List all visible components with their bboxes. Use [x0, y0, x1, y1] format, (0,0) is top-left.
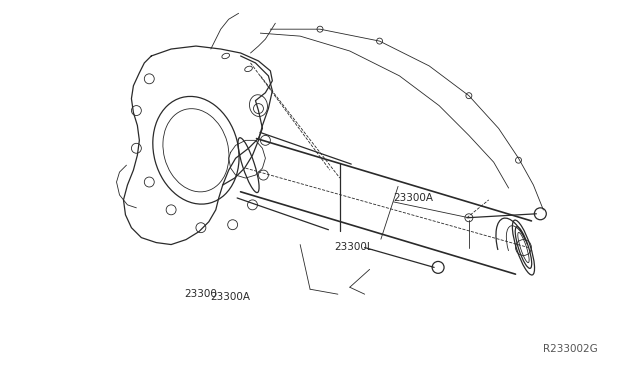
- Text: 23300A: 23300A: [210, 292, 250, 302]
- Text: R233002G: R233002G: [543, 344, 598, 354]
- Text: 23300A: 23300A: [394, 193, 433, 203]
- Text: 23300: 23300: [184, 289, 217, 299]
- Text: 23300L: 23300L: [334, 241, 372, 251]
